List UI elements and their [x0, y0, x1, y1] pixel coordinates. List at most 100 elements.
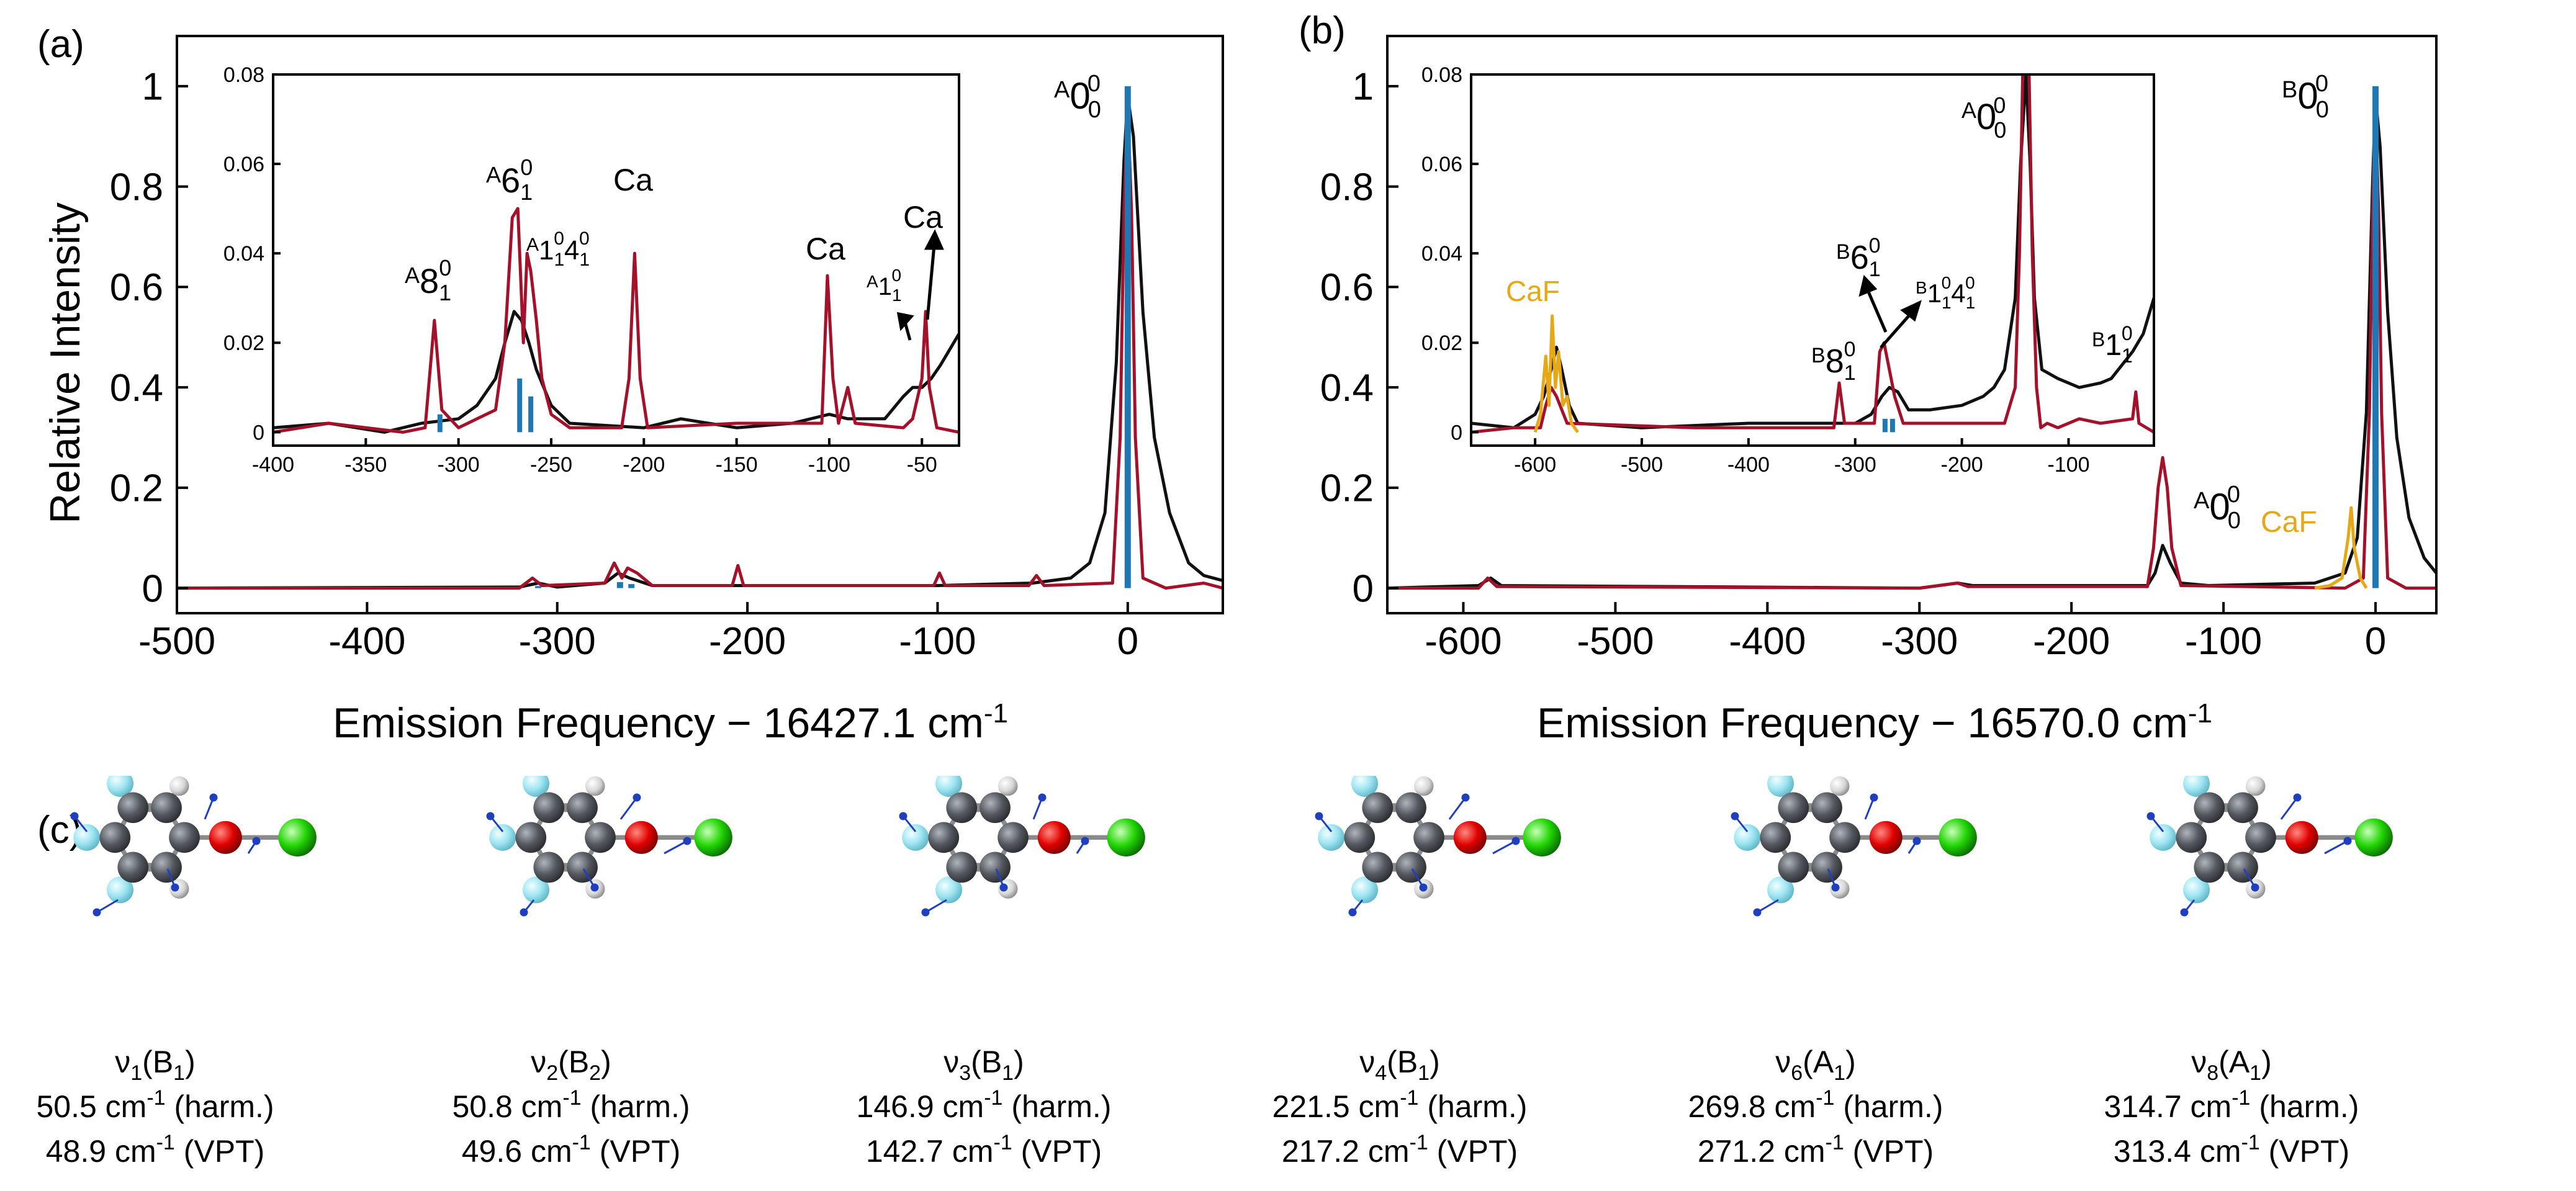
axes-frame-b-main — [1386, 35, 2438, 614]
annot-b-caf-main: CaF — [2261, 506, 2317, 539]
annot-a-inset-11: A110 — [867, 266, 902, 305]
y-tick-label-a-main: 1 — [142, 66, 163, 109]
x-axis-title-a: Emission Frequency − 16427.1 cm-1 — [333, 698, 1008, 747]
x-tick-label-a-main: -200 — [709, 620, 786, 663]
x-tick-label-b-main: -500 — [1577, 620, 1654, 663]
mode-label: ν4(B1) — [1359, 1045, 1440, 1085]
mode-sym: (A — [2218, 1045, 2250, 1079]
axes-frame-a-inset — [272, 73, 960, 447]
y-tick-label-b-inset: 0.02 — [1421, 331, 1462, 355]
mode-number: 2 — [546, 1061, 558, 1085]
y-tick-label-a-main: 0.2 — [110, 467, 163, 510]
y-tick-label-a-inset: 0.08 — [223, 63, 264, 87]
series-red-b-main — [1387, 99, 2436, 590]
mode-2: ν2(B2)50.8 cm-1 (harm.)49.6 cm-1 (VPT) — [452, 770, 732, 1169]
mode-label: ν3(B1) — [943, 1045, 1024, 1085]
series-red-b-inset — [1471, 74, 2154, 434]
mode-number: 4 — [1375, 1061, 1387, 1085]
mode-8: ν8(A1)314.7 cm-1 (harm.) 313.4 cm-1 (VPT) — [2104, 770, 2393, 1169]
annot-b-inset-a-origin: A000 — [1961, 92, 2006, 143]
x-tick-label-b-inset: -200 — [1941, 453, 1983, 477]
annot-b-caf-inset: CaF — [1506, 275, 1560, 307]
axes-frame-b-inset — [1470, 73, 2155, 447]
mode-number: 3 — [959, 1061, 971, 1085]
mode-panel: ν1(B1)50.5 cm-1 (harm.)48.9 cm-1 (VPT)ν2… — [36, 770, 2392, 1169]
annot-b-inset-14: B110410 — [1916, 273, 1975, 312]
annot-a-ca-1: Ca — [613, 163, 653, 197]
y-tick-label-a-inset: 0 — [253, 421, 264, 444]
x-tick-label-b-main: -300 — [1881, 620, 1958, 663]
x-tick-label-b-main: -100 — [2185, 620, 2262, 663]
mode-sym-close: ) — [1014, 1045, 1024, 1079]
y-tick-label-a-main: 0.4 — [110, 367, 163, 410]
mode-sym-close: ) — [185, 1045, 196, 1079]
displacement-vectors — [70, 793, 261, 917]
mode-harm: 314.7 cm-1 (harm.) — [2104, 1086, 2359, 1124]
mode-harm: 221.5 cm-1 (harm.) — [1272, 1086, 1528, 1124]
x-tick-label-b-inset: -300 — [1834, 453, 1876, 477]
plot-area-a-inset — [273, 74, 959, 446]
displacement-vectors — [899, 793, 1089, 917]
y-tick-label-b-main: 0.6 — [1320, 266, 1374, 309]
mode-nu: ν — [115, 1045, 130, 1079]
x-tick-label-a-main: -400 — [328, 620, 405, 663]
x-tick-label-a-main: 0 — [1117, 620, 1138, 663]
x-tick-label-a-inset: -250 — [530, 453, 572, 477]
mode-sym-sub: 1 — [1418, 1061, 1430, 1085]
annot-b-inset-11: B110 — [2092, 322, 2133, 367]
x-axis-title-b: Emission Frequency − 16570.0 cm-1 — [1537, 698, 2212, 747]
y-tick-label-b-inset: 0 — [1451, 421, 1462, 444]
mode-4: ν4(B1)221.5 cm-1 (harm.)217.2 cm-1 (VPT) — [1272, 770, 1561, 1169]
mode-harm: 146.9 cm-1 (harm.) — [857, 1086, 1112, 1124]
y-tick-label-a-main: 0 — [142, 567, 163, 610]
y-tick-label-b-main: 0.8 — [1320, 166, 1374, 209]
y-tick-label-b-main: 0 — [1353, 567, 1374, 610]
x-tick-label-b-inset: -600 — [1514, 453, 1556, 477]
y-axis-title: Relative Intensity — [42, 202, 89, 524]
mode-nu: ν — [1359, 1045, 1375, 1079]
mode-nu: ν — [943, 1045, 959, 1079]
mode-label: ν6(A1) — [1775, 1045, 1856, 1085]
annot-a-inset-14: A110410 — [526, 228, 590, 270]
x-tick-label-a-inset: -50 — [907, 453, 937, 477]
annot-a-inset-8: A810 — [405, 255, 451, 305]
annot-a-ca-2: Ca — [806, 231, 845, 266]
displacement-vectors — [2146, 793, 2352, 917]
x-tick-label-a-inset: -300 — [438, 453, 480, 477]
mode-label: ν8(A1) — [2191, 1045, 2272, 1085]
annot-a-origin: A000 — [1054, 71, 1101, 123]
arrow-a-11 — [896, 312, 914, 341]
mode-sym-close: ) — [2261, 1045, 2272, 1079]
x-tick-label-b-inset: -400 — [1727, 453, 1770, 477]
y-tick-label-b-main: 1 — [1353, 66, 1374, 109]
annot-a-inset-6: A610 — [486, 155, 533, 205]
mode-vpt: 48.9 cm-1 (VPT) — [46, 1131, 265, 1169]
mode-sym-sub: 1 — [1002, 1061, 1014, 1085]
series-caf-b-main — [2314, 506, 2368, 590]
y-tick-label-a-inset: 0.06 — [223, 153, 264, 176]
chart-a-inset: -400 -350 -300 -250 -200 -150 -100 -50 0 0.02 0.04… — [223, 63, 960, 477]
x-tick-label-b-main: -200 — [2033, 620, 2110, 663]
x-tick-label-a-inset: -350 — [345, 453, 387, 477]
series-black-a-inset — [273, 310, 959, 434]
y-tick-label-a-inset: 0.02 — [223, 331, 264, 355]
series-caf-b-inset — [1533, 314, 1579, 433]
chart-b-inset: -600 -500 -400 -300 -200 -100 0 0.02 0.04 0.06 0.0… — [1421, 63, 2155, 477]
series-red-a-inset — [273, 207, 959, 434]
mode-number: 8 — [2207, 1061, 2218, 1085]
x-tick-label-b-main: -400 — [1729, 620, 1806, 663]
displacement-vectors — [486, 793, 691, 917]
mode-vpt: 142.7 cm-1 (VPT) — [866, 1131, 1102, 1169]
annot-a-ca-3: Ca — [903, 200, 943, 235]
mode-number: 6 — [1791, 1061, 1803, 1085]
mode-number: 1 — [130, 1061, 142, 1085]
mode-sym: (A — [1803, 1045, 1834, 1079]
mode-label: ν1(B1) — [115, 1045, 196, 1085]
mode-3: ν3(B1)146.9 cm-1 (harm.)142.7 cm-1 (VPT) — [857, 770, 1145, 1169]
annot-b-inset-6: B610 — [1836, 234, 1881, 281]
mode-sym: (B — [971, 1045, 1002, 1079]
y-tick-label-b-inset: 0.04 — [1421, 242, 1462, 266]
mode-6: ν6(A1)269.8 cm-1 (harm.)271.2 cm-1 (VPT) — [1688, 770, 1977, 1169]
mode-vpt: 313.4 cm-1 (VPT) — [2114, 1131, 2349, 1169]
x-tick-label-a-inset: -150 — [716, 453, 758, 477]
